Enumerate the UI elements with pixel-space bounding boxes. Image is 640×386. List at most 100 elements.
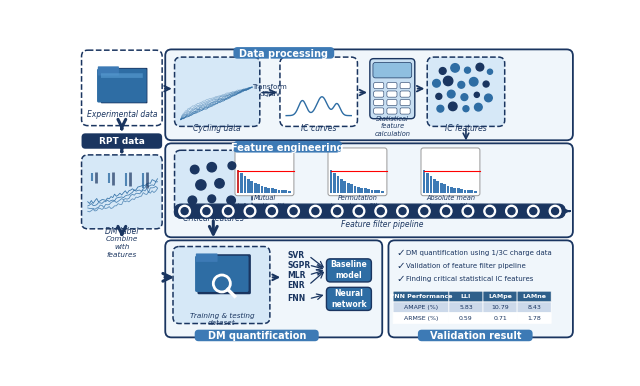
Text: 10.79: 10.79	[491, 305, 509, 310]
Text: DM label: DM label	[105, 227, 138, 235]
Circle shape	[552, 208, 559, 215]
Circle shape	[436, 93, 442, 99]
Circle shape	[437, 105, 444, 112]
Text: 5.83: 5.83	[459, 305, 473, 310]
Text: Transform: Transform	[253, 84, 287, 90]
FancyBboxPatch shape	[280, 57, 358, 126]
Text: FNN Performance: FNN Performance	[390, 294, 452, 299]
FancyBboxPatch shape	[400, 83, 410, 89]
Text: Feature filter pipeline: Feature filter pipeline	[341, 220, 424, 229]
FancyBboxPatch shape	[175, 204, 565, 218]
Circle shape	[486, 208, 493, 215]
Bar	[467, 190, 470, 193]
FancyBboxPatch shape	[235, 148, 294, 196]
FancyBboxPatch shape	[370, 59, 415, 119]
Bar	[344, 181, 346, 193]
Circle shape	[469, 78, 478, 86]
Bar	[429, 176, 432, 193]
Circle shape	[355, 208, 362, 215]
Circle shape	[266, 205, 278, 217]
Circle shape	[268, 208, 275, 215]
FancyBboxPatch shape	[165, 143, 573, 237]
Bar	[474, 191, 477, 193]
Circle shape	[228, 162, 236, 169]
Circle shape	[476, 63, 484, 71]
Circle shape	[244, 205, 256, 217]
Text: ENR: ENR	[288, 281, 305, 290]
Bar	[240, 173, 243, 193]
FancyBboxPatch shape	[328, 148, 387, 196]
FancyBboxPatch shape	[483, 313, 517, 323]
Text: RPT data: RPT data	[99, 137, 145, 146]
Text: 8.43: 8.43	[527, 305, 541, 310]
Bar	[254, 183, 257, 193]
Text: SVR: SVR	[288, 251, 305, 260]
Bar	[257, 184, 260, 193]
Text: Feature engineering: Feature engineering	[232, 142, 344, 152]
Text: 1.78: 1.78	[527, 316, 541, 321]
Circle shape	[353, 205, 365, 217]
Text: 0.59: 0.59	[459, 316, 473, 321]
FancyBboxPatch shape	[418, 330, 532, 341]
FancyBboxPatch shape	[400, 108, 410, 114]
FancyBboxPatch shape	[374, 108, 384, 114]
Circle shape	[419, 205, 430, 217]
Circle shape	[397, 205, 408, 217]
Bar	[460, 189, 463, 193]
Text: DM quantification: DM quantification	[207, 331, 306, 341]
Bar	[423, 170, 426, 193]
Text: Combine
with
features: Combine with features	[106, 235, 138, 257]
Circle shape	[332, 205, 343, 217]
FancyBboxPatch shape	[374, 100, 384, 106]
Bar	[360, 188, 363, 193]
Bar	[275, 189, 277, 193]
Bar	[340, 179, 342, 193]
Circle shape	[530, 208, 537, 215]
Text: 0.71: 0.71	[493, 316, 507, 321]
FancyBboxPatch shape	[374, 83, 384, 89]
FancyBboxPatch shape	[195, 330, 319, 341]
FancyBboxPatch shape	[98, 66, 119, 76]
FancyBboxPatch shape	[483, 302, 517, 313]
Text: Permutation
importance filter: Permutation importance filter	[330, 195, 385, 209]
Bar	[244, 176, 246, 193]
Circle shape	[227, 196, 236, 205]
Text: Mutual
information filter: Mutual information filter	[237, 195, 292, 208]
Text: Validation of feature filter pipeline: Validation of feature filter pipeline	[406, 263, 526, 269]
Circle shape	[377, 208, 384, 215]
Bar	[354, 186, 356, 193]
Bar	[457, 188, 460, 193]
Circle shape	[225, 208, 232, 215]
Circle shape	[484, 205, 495, 217]
FancyBboxPatch shape	[517, 313, 551, 323]
Text: AMAPE (%): AMAPE (%)	[404, 305, 438, 310]
Bar	[247, 179, 250, 193]
Circle shape	[215, 179, 224, 188]
FancyBboxPatch shape	[101, 68, 147, 103]
Text: Cycling data: Cycling data	[193, 124, 241, 133]
Bar	[330, 170, 332, 193]
Circle shape	[449, 102, 457, 111]
Text: MLR: MLR	[288, 271, 306, 279]
Circle shape	[310, 205, 321, 217]
Text: Training & testing
dataset: Training & testing dataset	[189, 313, 254, 327]
Bar	[374, 190, 377, 193]
Text: ✓: ✓	[396, 261, 405, 271]
Circle shape	[463, 106, 469, 112]
FancyBboxPatch shape	[393, 302, 449, 313]
FancyBboxPatch shape	[388, 240, 573, 337]
Circle shape	[488, 69, 493, 74]
FancyBboxPatch shape	[197, 254, 251, 294]
Text: LLI: LLI	[461, 294, 471, 299]
Circle shape	[451, 64, 460, 72]
Circle shape	[312, 208, 319, 215]
Circle shape	[196, 180, 206, 190]
Bar	[271, 188, 273, 193]
Bar	[250, 181, 253, 193]
FancyBboxPatch shape	[387, 108, 397, 114]
FancyBboxPatch shape	[326, 259, 371, 282]
Circle shape	[483, 81, 489, 87]
Text: Critical features: Critical features	[183, 214, 244, 223]
Text: FNN: FNN	[288, 295, 306, 303]
Bar	[367, 189, 370, 193]
